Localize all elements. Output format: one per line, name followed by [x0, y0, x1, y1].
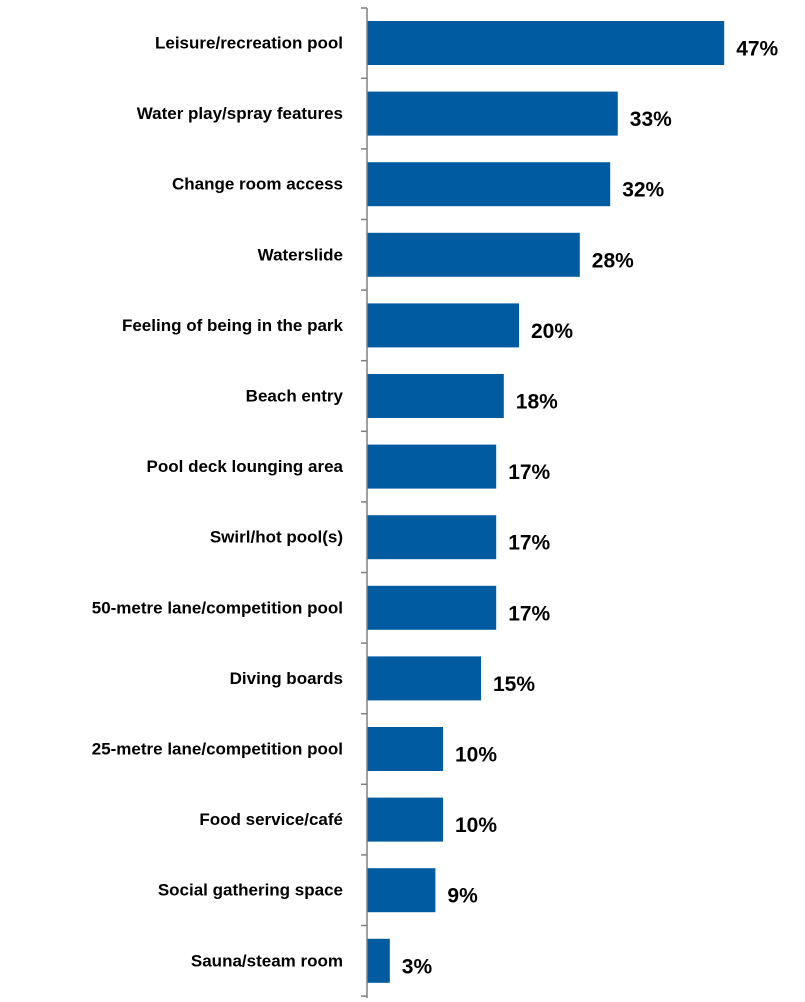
value-label: 18% [516, 391, 558, 414]
category-label: Social gathering space [158, 881, 343, 900]
category-label: Swirl/hot pool(s) [210, 528, 343, 547]
bar [367, 797, 443, 842]
value-label: 17% [508, 602, 550, 625]
category-label: Beach entry [246, 387, 344, 406]
value-label: 17% [508, 532, 550, 555]
value-label: 10% [455, 744, 497, 767]
category-label: Change room access [172, 175, 343, 194]
bar [367, 91, 618, 136]
category-label: Sauna/steam room [191, 951, 343, 970]
bars-layer [367, 21, 725, 983]
bar [367, 232, 580, 277]
category-label: 50-metre lane/competition pool [92, 598, 343, 617]
category-label: 25-metre lane/competition pool [92, 740, 343, 759]
category-label: Water play/spray features [137, 104, 343, 123]
value-label: 17% [508, 461, 550, 484]
category-label: Food service/café [199, 810, 343, 829]
bar [367, 727, 443, 771]
bar [367, 374, 504, 418]
bar [367, 585, 497, 630]
bar [367, 303, 519, 348]
value-label: 10% [455, 814, 497, 837]
value-label: 9% [447, 885, 478, 908]
category-label: Pool deck lounging area [147, 457, 344, 476]
bar [367, 162, 611, 207]
bar [367, 444, 497, 489]
category-label: Feeling of being in the park [122, 316, 344, 335]
value-label: 28% [592, 249, 634, 272]
category-label: Diving boards [230, 669, 343, 688]
bar [367, 868, 436, 913]
axis-layer [361, 7, 368, 998]
bar [367, 938, 390, 983]
value-label: 32% [622, 179, 664, 202]
value-label: 15% [493, 673, 535, 696]
value-label: 3% [402, 955, 433, 978]
bar [367, 21, 725, 65]
bar [367, 515, 497, 560]
labels-layer: Leisure/recreation pool 47% Water play/spr… [92, 34, 779, 979]
category-label: Waterslide [258, 245, 343, 264]
value-label: 33% [630, 108, 672, 131]
bar [367, 656, 481, 701]
value-label: 20% [531, 320, 573, 343]
value-label: 47% [736, 38, 778, 61]
category-label: Leisure/recreation pool [155, 34, 343, 53]
